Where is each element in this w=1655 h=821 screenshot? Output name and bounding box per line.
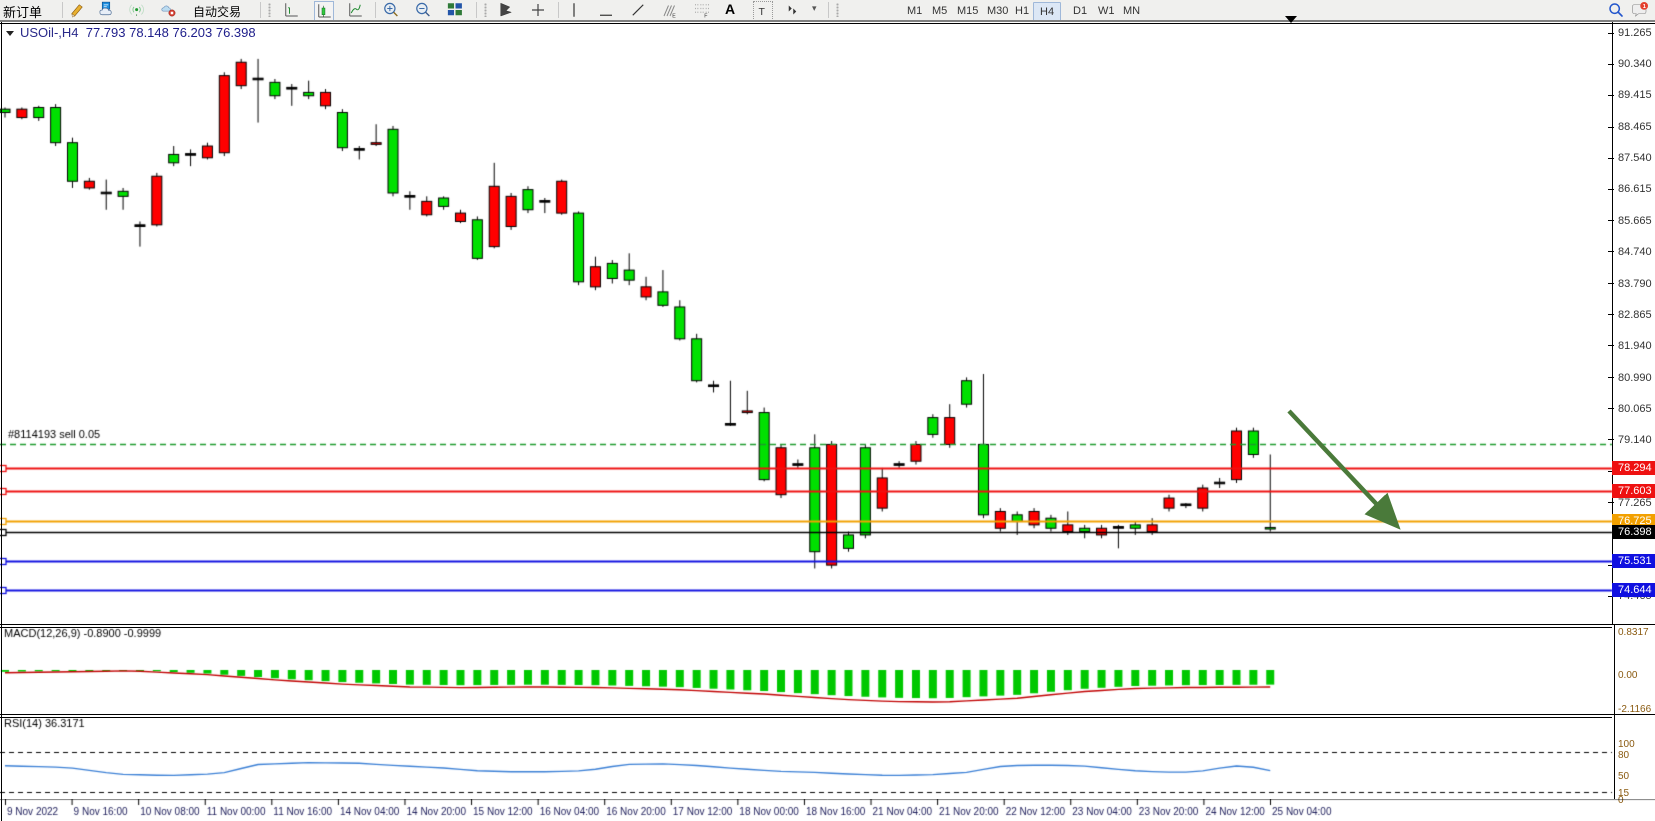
svg-text:F: F — [704, 14, 707, 19]
svg-text:1: 1 — [1643, 4, 1646, 10]
svg-text:T: T — [759, 6, 766, 18]
svg-text:E: E — [672, 14, 676, 19]
